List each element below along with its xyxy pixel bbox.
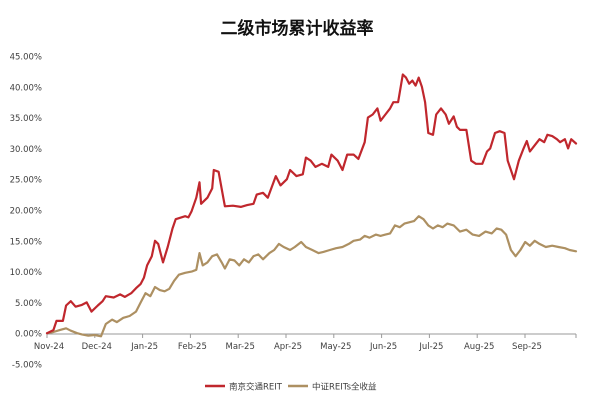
y-tick-label: 35.00%	[10, 114, 42, 124]
x-tick-label: Nov-24	[34, 342, 64, 352]
y-tick-label: 25.00%	[10, 176, 42, 186]
y-tick-label: 30.00%	[10, 145, 42, 155]
y-tick-label: 40.00%	[10, 83, 42, 93]
y-tick-label: 15.00%	[10, 237, 42, 247]
y-tick-label: 5.00%	[15, 299, 42, 309]
x-tick-label: Aug-25	[464, 342, 494, 352]
x-tick-label: Mar-25	[226, 342, 255, 352]
legend-item-reits-index: 中证REITs全收益	[312, 382, 377, 393]
series-layer	[45, 73, 578, 338]
series-line-reits-index	[45, 215, 578, 338]
x-tick-label: Feb-25	[178, 342, 207, 352]
chart-title: 二级市场累计收益率	[220, 19, 374, 39]
x-tick-label: Jul-25	[418, 342, 443, 352]
x-tick-label: Jun-25	[369, 342, 397, 352]
y-axis-tick-labels: -5.00% 0.00% 5.00% 10.00% 15.00% 20.00% 25.00%…	[10, 53, 42, 371]
y-tick-label: -5.00%	[12, 361, 42, 371]
legend-item-nanjing-reit: 南京交通REIT	[229, 382, 283, 393]
y-tick-label: 20.00%	[10, 207, 42, 217]
x-axis: Nov-24 Dec-24 Jan-25 Feb-25 Mar-25 Apr-25 May-…	[34, 333, 577, 352]
series-line-nanjing-reit	[45, 73, 578, 335]
y-tick-label: 10.00%	[10, 268, 42, 278]
x-tick-label: Apr-25	[274, 342, 302, 352]
y-tick-label: 45.00%	[10, 53, 42, 63]
legend: 南京交通REIT 中证REITs全收益	[205, 382, 377, 393]
x-tick-label: Sep-25	[512, 342, 542, 352]
x-tick-label: Jan-25	[130, 342, 158, 352]
x-tick-label: Dec-24	[82, 342, 112, 352]
y-tick-label: 0.00%	[15, 330, 42, 340]
x-tick-label: May-25	[320, 342, 351, 352]
